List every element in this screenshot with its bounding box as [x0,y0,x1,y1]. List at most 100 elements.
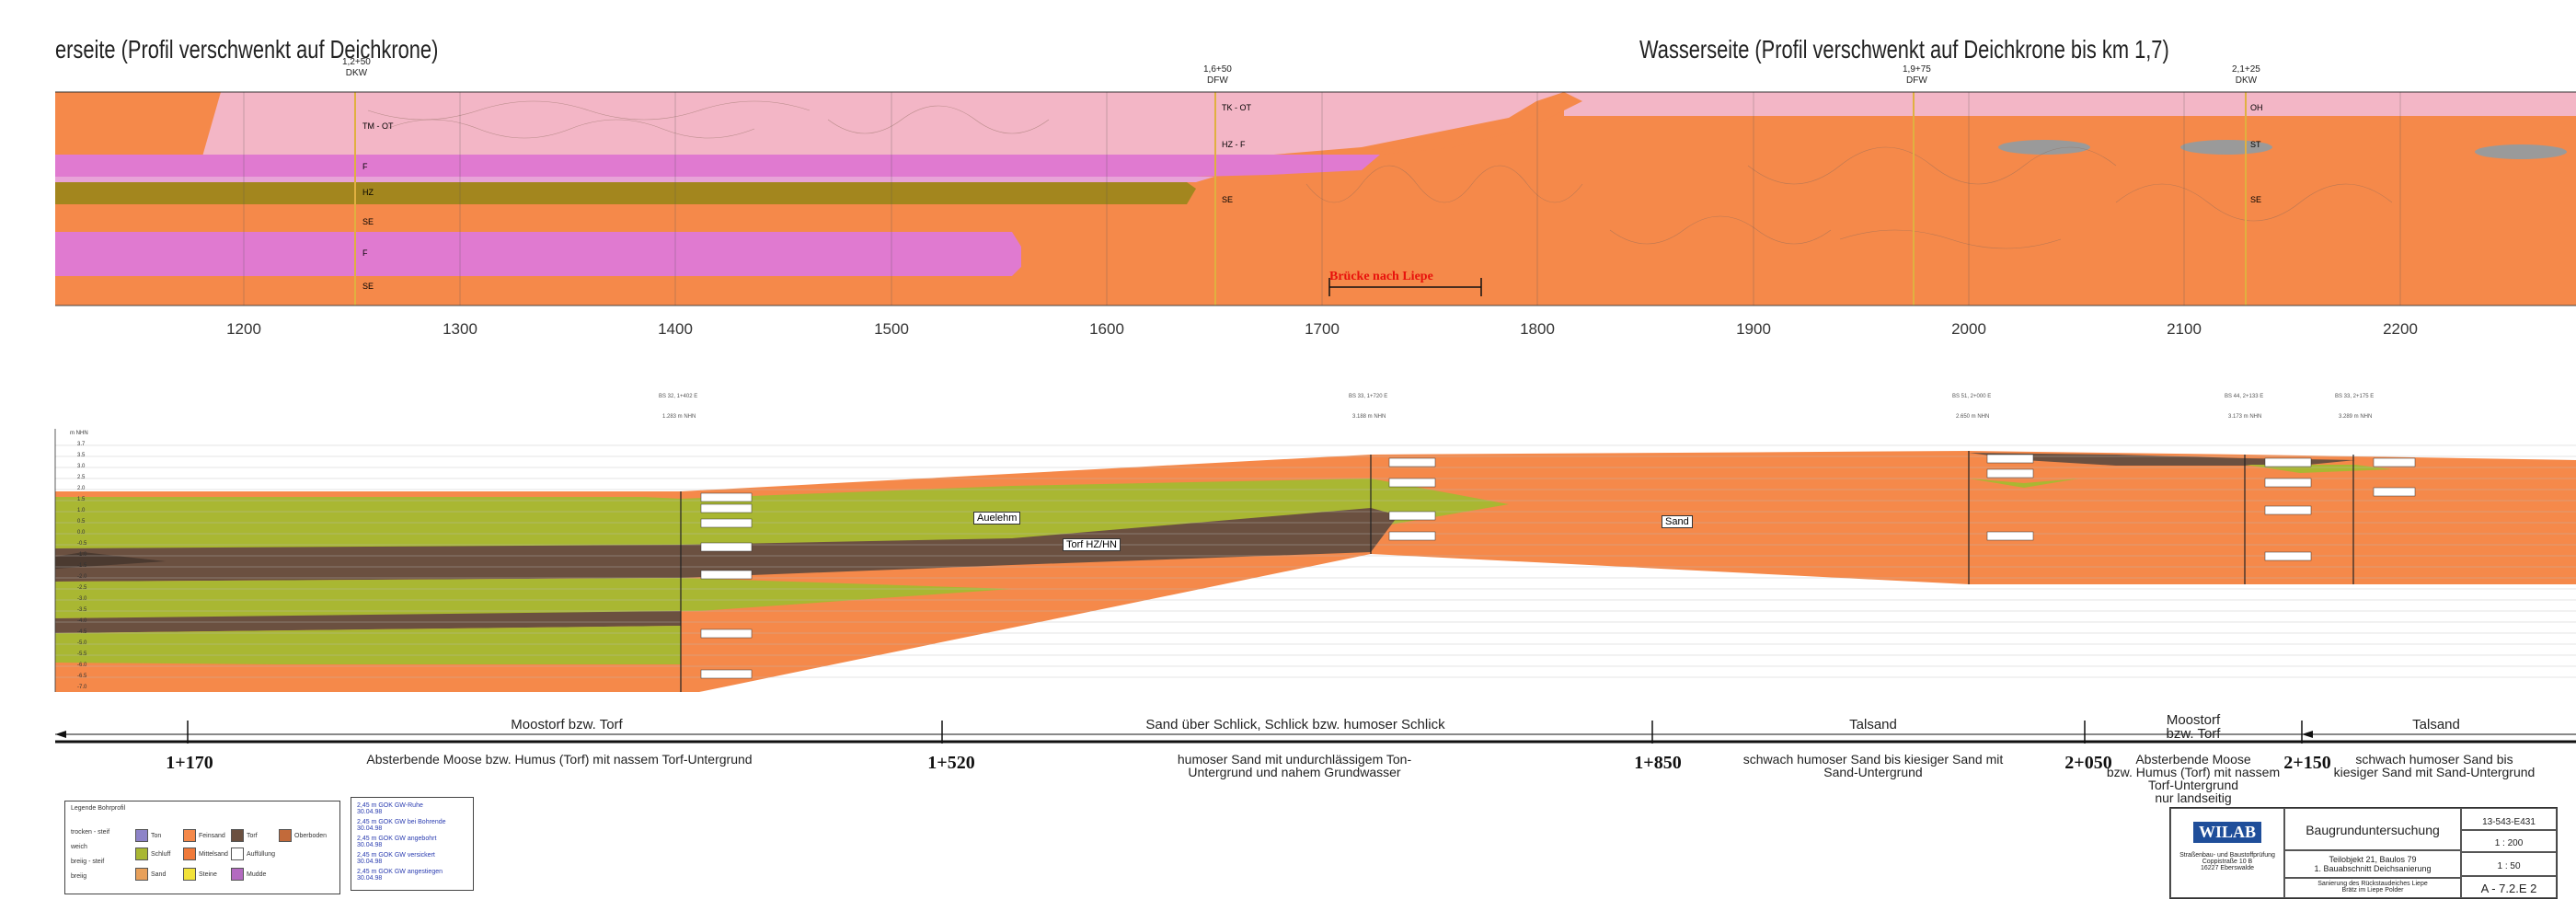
legend-symbol: weich [71,844,87,850]
subject-line: Brätz im Liepe Polder [2341,887,2404,894]
zone-description-line: bzw. Humus (Torf) mit nassem [2106,765,2281,779]
zone-description: Absterbende Moose bzw. Humus (Torf) mit … [366,752,753,767]
depth-tick: 2.5 [77,475,86,480]
depth-tick: -2.0 [77,574,87,580]
gw-date: 30.04.98 [357,859,383,865]
legend-entry: Feinsand [183,829,225,842]
km-mark: 1+520 [927,753,975,773]
station-type: DFW [1906,75,1927,86]
km-mark: 1+170 [166,753,213,773]
legend-swatch [279,829,292,842]
subject-info: Sanierung des Rückstaudeiches Liepe Brät… [2284,878,2461,898]
depth-tick: -4.0 [77,618,87,624]
gw-row: 2,45 m GOK GW versickert 30.04.98 [357,852,435,865]
station-type: DKW [345,68,368,78]
legend-entry: Schluff [135,848,170,860]
soil-label-torf: Torf HZ/HN [1063,538,1121,551]
depth-tick: 2.0 [77,486,86,491]
gw-text: GW-Ruhe [394,802,423,809]
depth-tick: 0.5 [77,519,86,525]
borehole-id: BS 33, 2+175 E [2335,394,2375,399]
legend-symbol-label: trocken - steif [71,829,110,836]
zone-description-line: Untergrund und nahem Grundwasser [1188,765,1401,779]
legend-swatch [135,868,148,881]
borehole-elevation: 1.283 m NHN [662,414,696,420]
depth-tick: 3.0 [77,464,86,469]
depth-tick: -4.5 [77,629,87,635]
km-mark: 1+850 [1634,753,1682,773]
legend-swatch [231,829,244,842]
scale-vertical: 1 : 50 [2461,852,2557,876]
legend-label: Schluff [151,850,171,858]
station-marker: 1,2+50 DKW [342,57,371,79]
depth-tick: 0.0 [77,530,86,536]
x-tick-label: 1900 [1736,320,1771,338]
zone-description-line: Absterbende Moose [2135,752,2251,767]
gw-text: GW angestiegen [394,869,443,875]
depth-tick: -6.5 [77,674,87,679]
gw-text: GW versickert [394,852,435,859]
legend-entry: Auffüllung [231,848,275,860]
layer-code: HZ [362,188,374,197]
legend-label: Mudde [247,871,267,878]
borehole-id: BS 51, 2+000 E [1952,394,1992,399]
depth-axis-ticks: 3.7 3.5 3.0 2.5 2.0 1.5 1.0 0.5 0.0 -0.5… [77,439,86,693]
legend-symbol: breiig - steif [71,859,104,865]
legend-symbol: breiig [71,873,86,880]
km-mark: 2+150 [2283,753,2331,773]
zone-description: Absterbende Moose bzw. Humus (Torf) mit … [2107,753,2280,804]
legend-label: Torf [247,832,258,839]
depth-tick: -6.0 [77,663,87,668]
gw-value: 2,45 m GOK [357,836,393,842]
upper-title-left: erseite (Profil verschwenkt auf Deichkro… [55,35,439,63]
gw-row: 2,45 m GOK GW angebohrt 30.04.98 [357,836,436,848]
gw-value: 2,45 m GOK [357,869,393,875]
layer-code: F [362,248,368,258]
legend-swatch [231,868,244,881]
gw-value: 2,45 m GOK [357,802,393,809]
gw-date: 30.04.98 [357,842,383,848]
legend-symbol-label: weich [71,844,87,850]
gw-date: 30.04.98 [357,875,383,882]
gw-row: 2,45 m GOK GW angestiegen 30.04.98 [357,869,443,882]
groundwater-legend: 2,45 m GOK GW-Ruhe 30.04.98 2,45 m GOK GW… [351,797,474,891]
legend-swatch [135,848,148,860]
gw-text: GW angebohrt [394,836,437,842]
soil-label-sand: Sand [1662,515,1693,528]
gw-text: GW bei Bohrende [394,819,446,825]
subject-line: Sanierung des Rückstaudeiches Liepe [2317,881,2428,887]
company-block: WILAB Straßenbau- und Baustoffprüfung Co… [2170,808,2284,898]
legend-entry: Mittelsand [183,848,228,860]
borehole-elevation: 2.650 m NHN [1956,414,1990,420]
legend-swatch [135,829,148,842]
layer-code: HZ - F [1222,140,1246,149]
legend-entry: Steine [183,868,217,881]
station-code: 2,1+25 [2232,64,2260,75]
station-marker: 2,1+25 DKW [2232,64,2260,86]
gw-row: 2,45 m GOK GW bei Bohrende 30.04.98 [357,819,446,832]
legend-swatch [183,868,196,881]
legend-symbol-label: breiig - steif [71,859,105,865]
zone-description-line: nur landseitig [2155,790,2232,805]
zone-title: Moostorf bzw. Torf [511,717,623,732]
legend-label: Sand [151,871,167,878]
zone-description-line: kiesiger Sand mit Sand-Untergrund [2333,765,2536,779]
project-info: Teilobjekt 21, Baulos 79 1. Bauabschnitt… [2284,850,2461,878]
layer-code: SE [362,217,374,226]
legend-title: Legende Bohrprofil [71,805,126,812]
depth-tick: 3.5 [77,453,86,458]
legend-symbol-label: breiig [71,873,87,880]
zone-title-line: Moostorf [2166,712,2221,728]
depth-tick: -3.0 [77,596,87,602]
soil-label-auelehm: Auelehm [973,512,1021,525]
zone-title: Sand über Schlick, Schlick bzw. humoser … [1145,717,1445,732]
soil-legend: Legende Bohrprofil trocken - steif weich… [64,801,340,894]
depth-tick: -5.0 [77,640,87,646]
project-line: 1. Bauabschnitt Deichsanierung [2314,864,2432,873]
km-mark: 2+050 [2064,753,2112,773]
station-type: DFW [1207,75,1228,86]
depth-tick: -5.5 [77,652,87,657]
legend-entry: Torf [231,829,258,842]
station-type: DKW [2235,75,2258,86]
